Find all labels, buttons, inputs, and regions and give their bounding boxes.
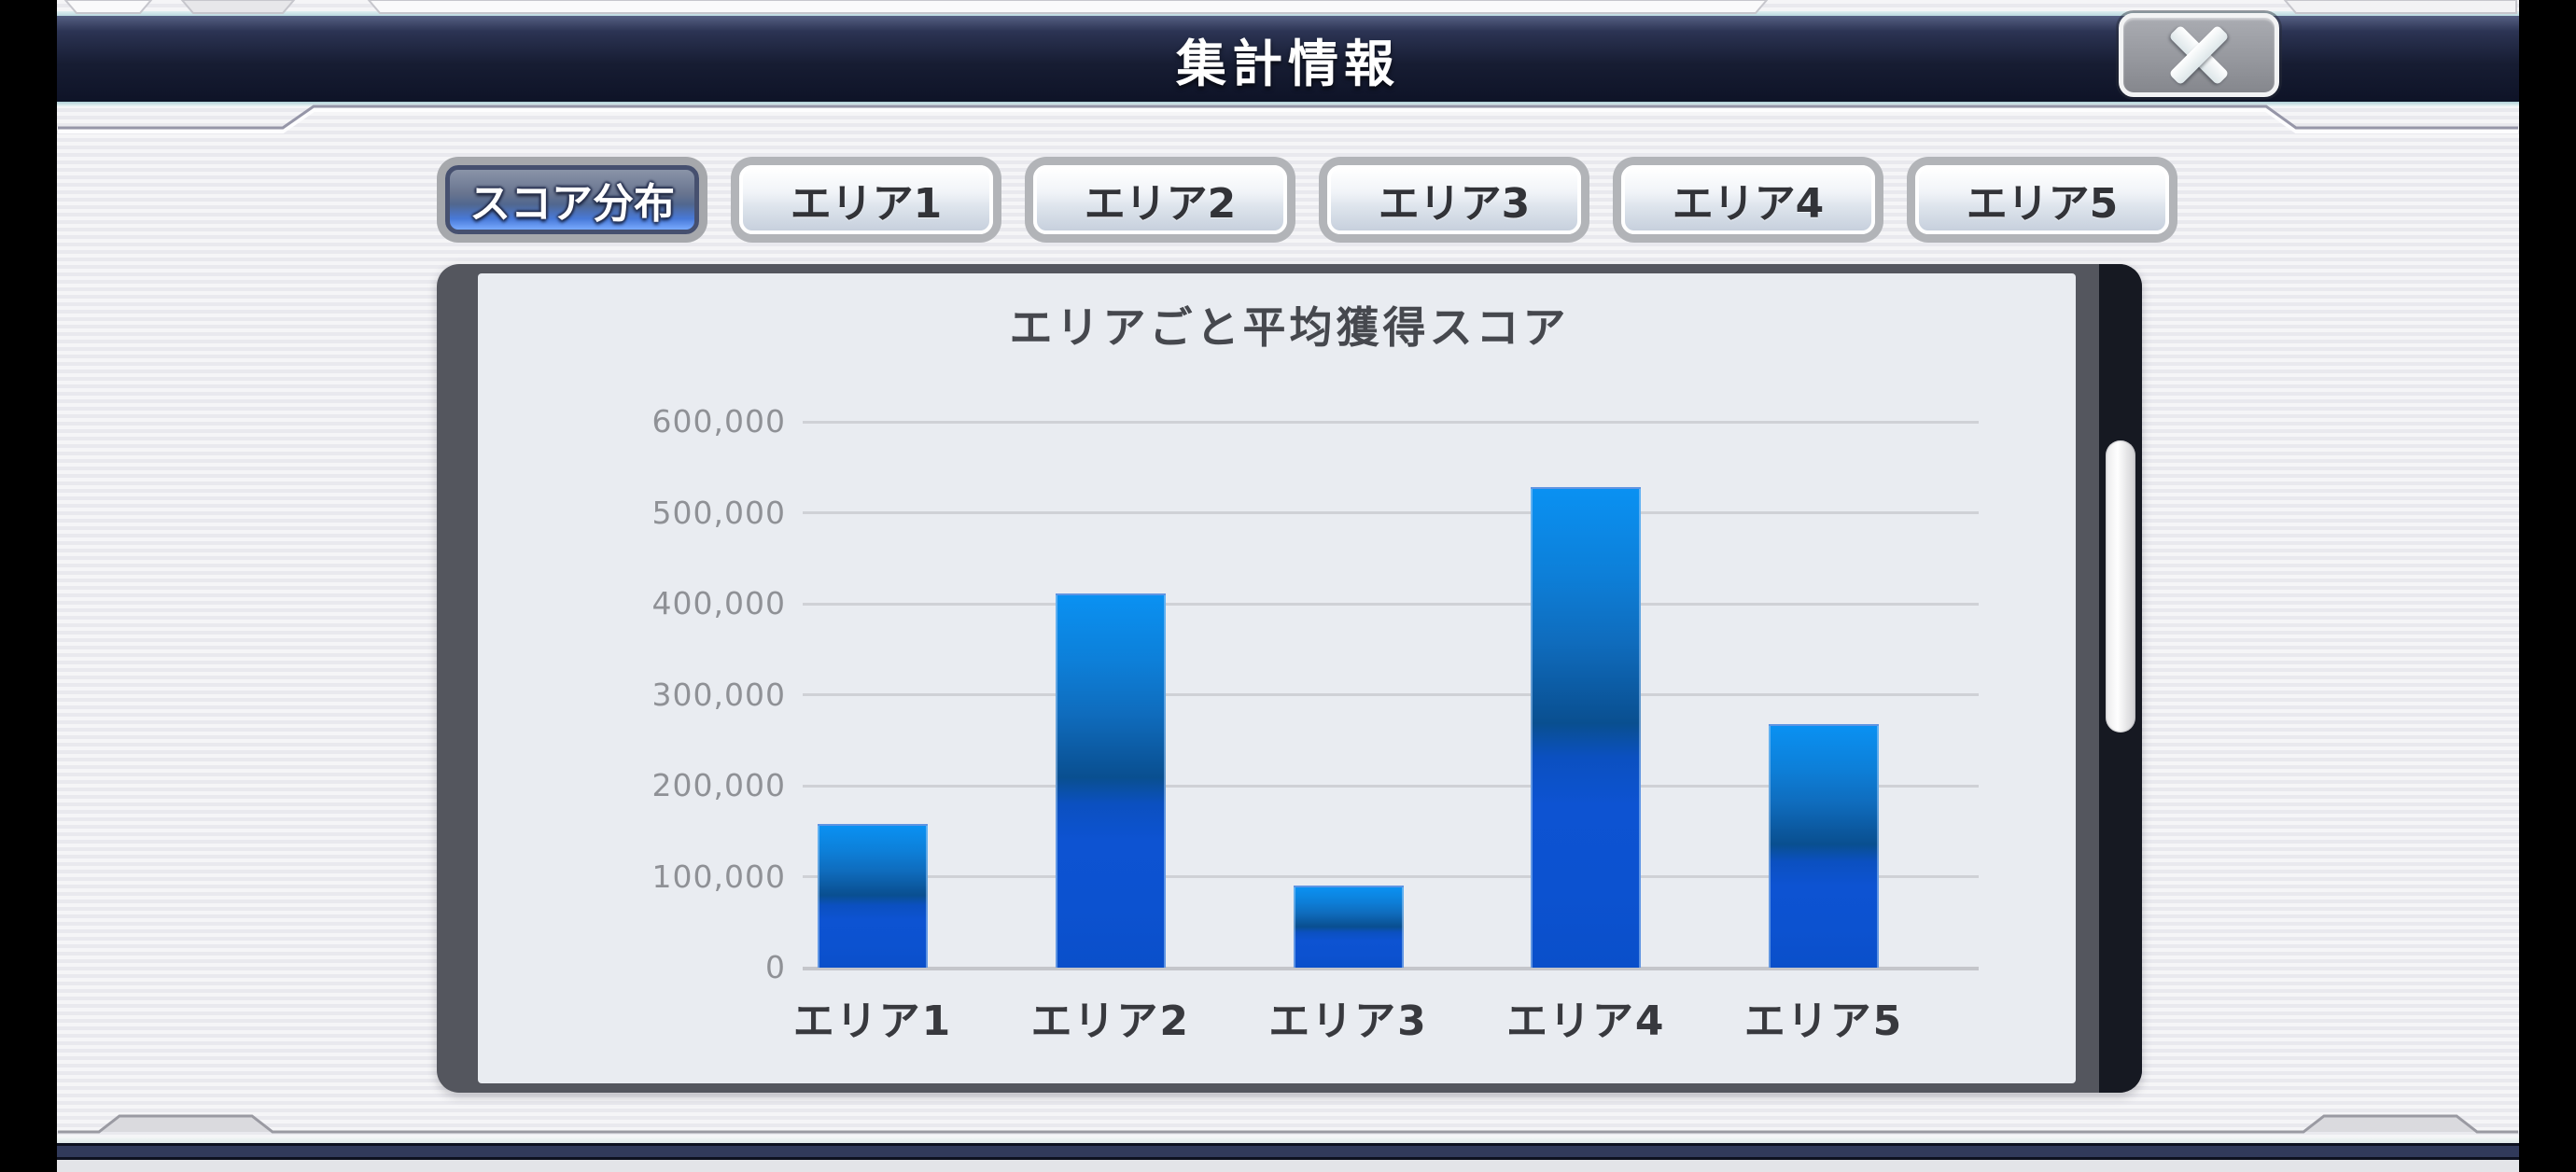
y-tick-label: 300,000 [651, 676, 786, 713]
bottom-navy-bar [57, 1143, 2519, 1160]
bar-エリア4 [1531, 487, 1642, 968]
right-black-edge [2519, 0, 2576, 1172]
scrollbar-track[interactable] [2099, 264, 2142, 1093]
y-tick-label: 200,000 [651, 767, 786, 803]
gridline [803, 602, 1979, 606]
y-tick-label: 0 [765, 949, 786, 985]
tab-area-1[interactable]: エリア1 [739, 165, 993, 234]
chart-panel: エリアごと平均獲得スコア 0 100,000 200,000 300,000 400,0… [437, 264, 2142, 1093]
chart-title: エリアごと平均獲得スコア [1009, 302, 1570, 353]
left-black-edge [0, 0, 57, 1172]
plot-area: 0 100,000 200,000 300,000 400,000 500,000 600,… [652, 403, 1979, 1045]
bottom-divider [57, 1137, 2519, 1143]
tab-area-5[interactable]: エリア5 [1915, 165, 2169, 234]
bar-エリア3 [1293, 886, 1404, 968]
dialog-header: 集計情報 [57, 16, 2519, 102]
tab-score-distribution[interactable]: スコア分布 [445, 165, 699, 234]
tab-area-3[interactable]: エリア3 [1327, 165, 1581, 234]
x-tick-label: エリア4 [1505, 998, 1666, 1045]
x-tick-label: エリア3 [1268, 998, 1428, 1045]
y-tick-label: 400,000 [651, 585, 786, 621]
scrollbar-thumb[interactable] [2106, 440, 2135, 732]
top-edge-tabs-decoration [63, 0, 2517, 14]
y-tick-label: 600,000 [651, 403, 786, 440]
header-accent-line [58, 105, 2518, 133]
gridline [803, 875, 1979, 878]
bottom-gray-strip [57, 1160, 2519, 1172]
tab-area-4[interactable]: エリア4 [1621, 165, 1875, 234]
bar-エリア5 [1769, 723, 1879, 968]
y-tick-label: 500,000 [651, 494, 786, 531]
bar-エリア1 [818, 823, 928, 968]
y-tick-label: 100,000 [651, 858, 786, 895]
x-tick-label: エリア5 [1743, 998, 1904, 1045]
gridline [803, 420, 1979, 424]
x-tick-label: エリア2 [1030, 998, 1191, 1045]
header-bottom-divider [57, 102, 2519, 106]
bar-エリア2 [1055, 593, 1166, 968]
close-button[interactable] [2119, 13, 2279, 97]
gridline [803, 511, 1979, 514]
gridline [803, 693, 1979, 696]
x-tick-label: エリア1 [792, 998, 953, 1045]
bottom-accent-line [58, 1114, 2518, 1134]
gridline [803, 784, 1979, 788]
gridline [803, 966, 1979, 970]
dialog-title: 集計情報 [1176, 34, 1400, 93]
tab-area-2[interactable]: エリア2 [1033, 165, 1287, 234]
